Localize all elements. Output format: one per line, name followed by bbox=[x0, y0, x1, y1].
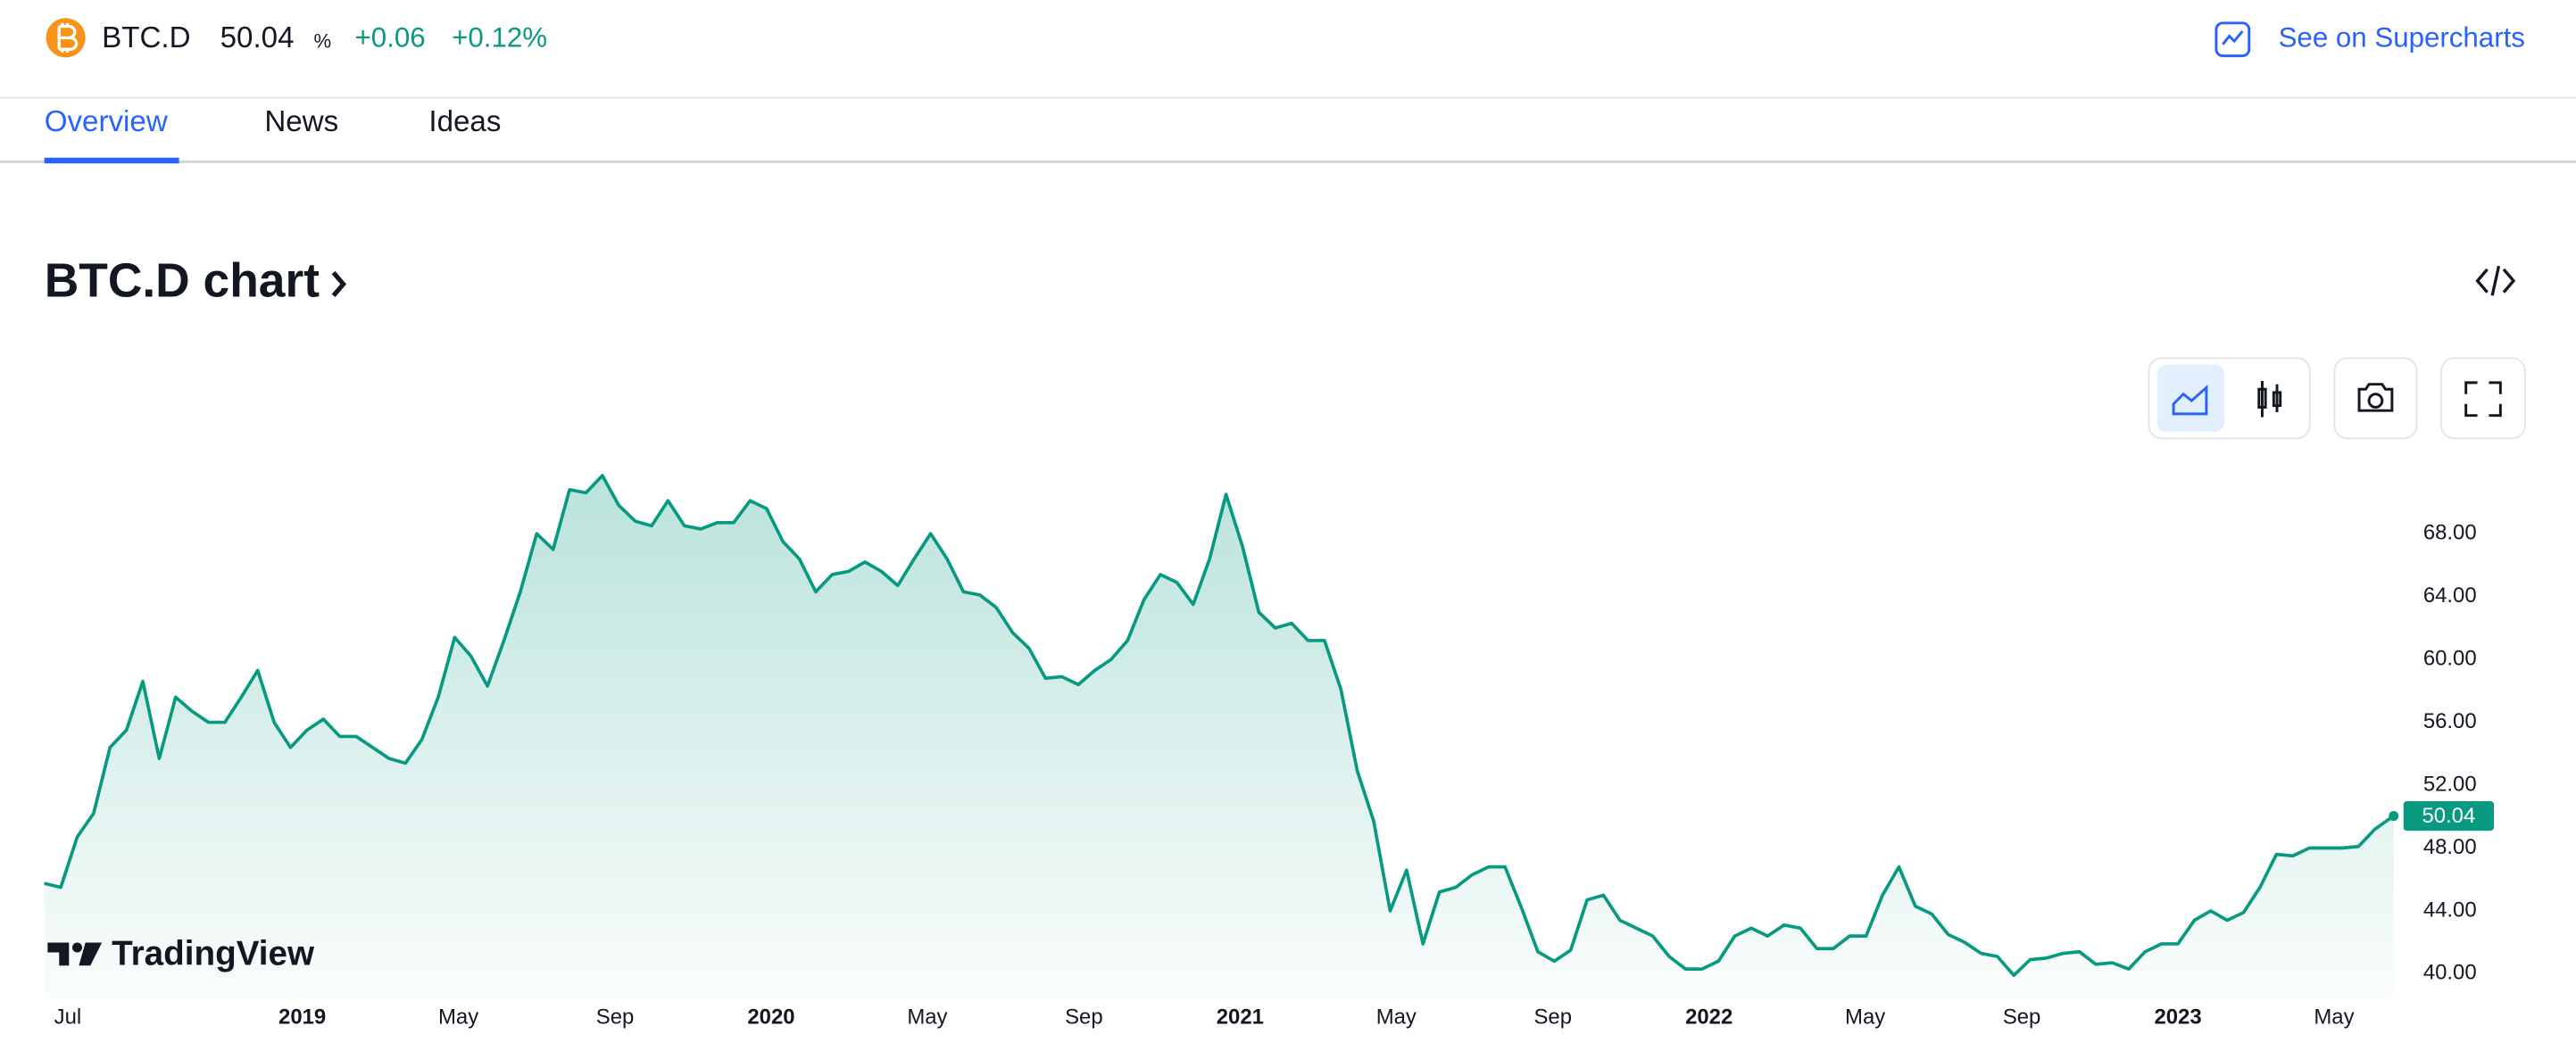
x-tick-label: Sep bbox=[596, 1005, 635, 1029]
candle-style-button[interactable] bbox=[2257, 381, 2282, 418]
x-tick-label: 2021 bbox=[1217, 1005, 1264, 1029]
price-line bbox=[44, 474, 2395, 978]
change-percent: +0.12% bbox=[452, 21, 547, 53]
plot: 40.00 44.00 48.00 52.00 56.00 60.00 64.00 68.00… bbox=[44, 474, 2494, 1029]
watermark-text: TradingView bbox=[112, 934, 315, 972]
price: 50.04 bbox=[220, 21, 295, 54]
x-tick-label: 2022 bbox=[1685, 1005, 1733, 1029]
x-tick-label: Jul bbox=[54, 1005, 82, 1029]
link-text[interactable]: See on Supercharts bbox=[2279, 21, 2525, 53]
x-tick-label: 2020 bbox=[747, 1005, 794, 1029]
x-tick-label: Sep bbox=[1533, 1005, 1572, 1029]
y-tick-label: 40.00 bbox=[2423, 961, 2477, 985]
y-tick-label: 44.00 bbox=[2423, 898, 2477, 922]
symbol-icon bbox=[46, 18, 86, 58]
fullscreen-icon bbox=[2464, 381, 2502, 418]
x-tick-label: Sep bbox=[1065, 1005, 1103, 1029]
x-tick-label: 2023 bbox=[2154, 1005, 2201, 1029]
chevron bbox=[331, 270, 347, 297]
y-tick-label: 56.00 bbox=[2423, 709, 2477, 733]
active-tab-underline bbox=[44, 157, 179, 164]
x-tick-label: May bbox=[1376, 1005, 1417, 1029]
last-value-badge bbox=[2403, 800, 2494, 832]
last-point bbox=[2389, 811, 2399, 822]
area-icon bbox=[2172, 385, 2208, 416]
price-unit: % bbox=[314, 30, 332, 53]
symbol: BTC.D bbox=[102, 21, 190, 54]
y-tick-label: 68.00 bbox=[2423, 520, 2477, 544]
snapshot-button[interactable] bbox=[2333, 357, 2418, 440]
x-tick-label: Sep bbox=[2003, 1005, 2041, 1029]
watermark: TradingView bbox=[47, 934, 315, 972]
section-title[interactable]: BTC.D chart bbox=[45, 255, 320, 308]
x-tick-label: 2019 bbox=[278, 1005, 326, 1029]
y-tick-label: 60.00 bbox=[2423, 646, 2477, 670]
area-fill bbox=[44, 475, 2394, 999]
x-tick-label: May bbox=[438, 1005, 478, 1029]
embed-icon[interactable] bbox=[2475, 265, 2516, 296]
last-value-label: 50.04 bbox=[2422, 804, 2475, 828]
tab[interactable]: News bbox=[264, 105, 338, 138]
camera-icon bbox=[2357, 383, 2394, 412]
supercharts-link[interactable]: See on Supercharts bbox=[2215, 21, 2525, 58]
y-tick-label: 48.00 bbox=[2423, 835, 2477, 859]
x-tick-label: May bbox=[1845, 1005, 1885, 1029]
y-tick-label: 52.00 bbox=[2423, 772, 2477, 796]
y-tick-label: 64.00 bbox=[2423, 583, 2477, 608]
fullscreen-button[interactable] bbox=[2440, 357, 2526, 440]
x-tick-label: May bbox=[907, 1005, 947, 1029]
area-style-button[interactable] bbox=[2156, 364, 2225, 433]
x-tick-label: May bbox=[2314, 1005, 2354, 1029]
change: +0.06 bbox=[355, 21, 426, 53]
tab[interactable]: Ideas bbox=[428, 105, 501, 138]
tab[interactable]: Overview bbox=[45, 105, 168, 138]
